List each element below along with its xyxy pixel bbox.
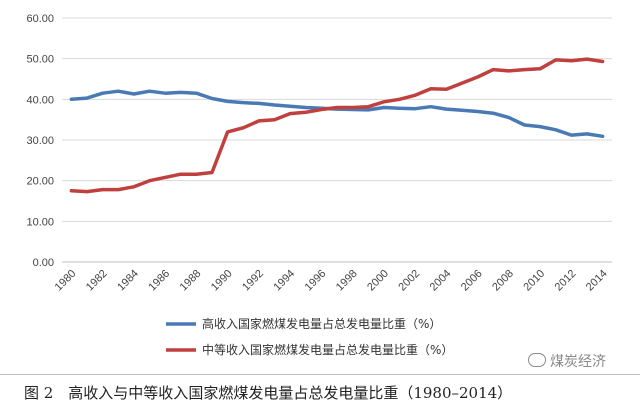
y-tick-label: 30.00 (26, 135, 54, 147)
x-tick-label: 1994 (271, 268, 297, 294)
legend-label-2: 中等收入国家燃煤发电量占总发电量比重（%） (202, 342, 453, 357)
x-tick-label: 2014 (584, 268, 610, 294)
x-tick-label: 2006 (459, 268, 485, 294)
x-tick-label: 1998 (334, 268, 360, 294)
wechat-icon (528, 353, 546, 367)
y-tick-label: 40.00 (26, 94, 54, 106)
x-tick-label: 2002 (396, 268, 422, 294)
legend: 高收入国家燃煤发电量占总发电量比重（%） 中等收入国家燃煤发电量占总发电量比重（%… (166, 316, 453, 357)
series-lines (69, 57, 605, 194)
x-tick-label: 1990 (209, 268, 235, 294)
x-tick-label: 2010 (521, 268, 547, 294)
y-tick-label: 20.00 (26, 176, 54, 188)
x-tick-label: 2004 (428, 268, 454, 294)
x-tick-label: 1982 (84, 268, 110, 294)
legend-label-1: 高收入国家燃煤发电量占总发电量比重（%） (202, 316, 441, 331)
y-tick-label: 60.00 (26, 13, 54, 25)
series-line-1 (69, 89, 605, 139)
y-tick-label: 10.00 (26, 216, 54, 228)
y-tick-label: 50.00 (26, 54, 54, 66)
caption-divider (0, 374, 640, 375)
x-tick-label: 1988 (178, 268, 204, 294)
figure-caption: 图 2 高收入与中等收入国家燃煤发电量占总发电量比重（1980–2014） (24, 384, 513, 402)
x-tick-label: 1980 (53, 268, 79, 294)
x-tick-label: 2000 (365, 268, 391, 294)
x-tick-label: 1996 (303, 268, 329, 294)
x-axis-ticks: 1980 1982 1984 1986 1988 1990 1992 1994 1996 1998… (53, 268, 610, 294)
x-tick-label: 1992 (240, 268, 266, 294)
x-tick-label: 2008 (490, 268, 516, 294)
watermark: 煤炭经济 (528, 351, 606, 371)
grid-lines (62, 17, 612, 263)
x-tick-label: 2012 (553, 268, 579, 294)
x-tick-label: 1984 (115, 268, 141, 294)
series-line-2 (69, 57, 605, 194)
y-tick-label: 0.00 (33, 257, 54, 269)
watermark-text: 煤炭经济 (550, 354, 606, 370)
y-axis-ticks: 0.00 10.00 20.00 30.00 40.00 50.00 60.00 (26, 13, 54, 269)
x-tick-label: 1986 (146, 268, 172, 294)
